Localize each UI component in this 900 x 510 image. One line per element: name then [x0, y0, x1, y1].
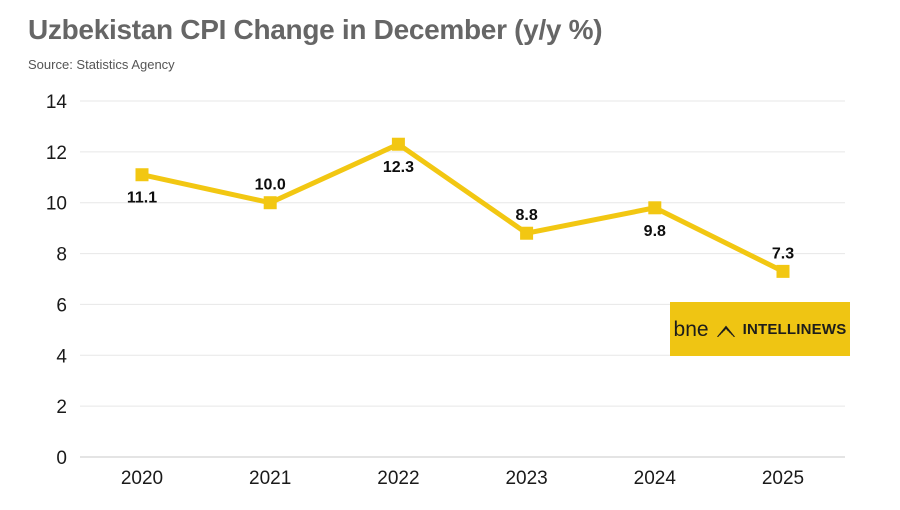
- y-axis-tick-label-14: 14: [46, 92, 68, 113]
- y-axis-tick-label-4: 4: [56, 346, 67, 367]
- y-axis-tick-label-2: 2: [56, 397, 67, 418]
- data-point-marker-2020: [135, 168, 149, 182]
- data-point-marker-2024: [648, 201, 662, 215]
- data-point-label-2024: 9.8: [644, 223, 666, 240]
- x-axis-tick-label-2025: 2025: [762, 468, 804, 489]
- y-axis-tick-label-12: 12: [46, 143, 67, 164]
- y-axis-tick-label-6: 6: [56, 295, 67, 316]
- cpi-trend-line: [141, 141, 785, 274]
- chart-title: Uzbekistan CPI Change in December (y/y %…: [28, 14, 603, 45]
- data-point-marker-2023: [520, 226, 534, 240]
- data-point-label-2023: 8.8: [515, 207, 537, 224]
- logo-bne-text: bne: [673, 317, 709, 341]
- data-point-marker-2021: [263, 196, 277, 210]
- data-point-marker-2022: [391, 137, 405, 151]
- mountain-icon: [714, 321, 738, 338]
- x-axis-tick-label-2024: 2024: [634, 468, 677, 489]
- data-point-label-2021: 10.0: [255, 177, 286, 194]
- chart-source-caption: Source: Statistics Agency: [28, 57, 175, 72]
- data-point-marker-2025: [776, 264, 790, 278]
- logo-intellinews-text: INTELLINEWS: [742, 320, 847, 338]
- y-axis-tick-label-0: 0: [56, 448, 67, 469]
- x-axis-tick-label-2020: 2020: [121, 468, 163, 489]
- x-axis-tick-label-2023: 2023: [505, 468, 547, 489]
- data-point-label-2022: 12.3: [383, 159, 414, 176]
- y-axis-tick-label-8: 8: [56, 245, 67, 266]
- y-axis-tick-label-10: 10: [46, 194, 67, 215]
- x-axis-tick-label-2021: 2021: [249, 468, 291, 489]
- bne-intellinews-logo: bne INTELLINEWS: [670, 302, 850, 356]
- data-point-label-2025: 7.3: [772, 245, 794, 262]
- data-point-label-2020: 11.1: [127, 190, 157, 207]
- x-axis-tick-label-2022: 2022: [377, 468, 419, 489]
